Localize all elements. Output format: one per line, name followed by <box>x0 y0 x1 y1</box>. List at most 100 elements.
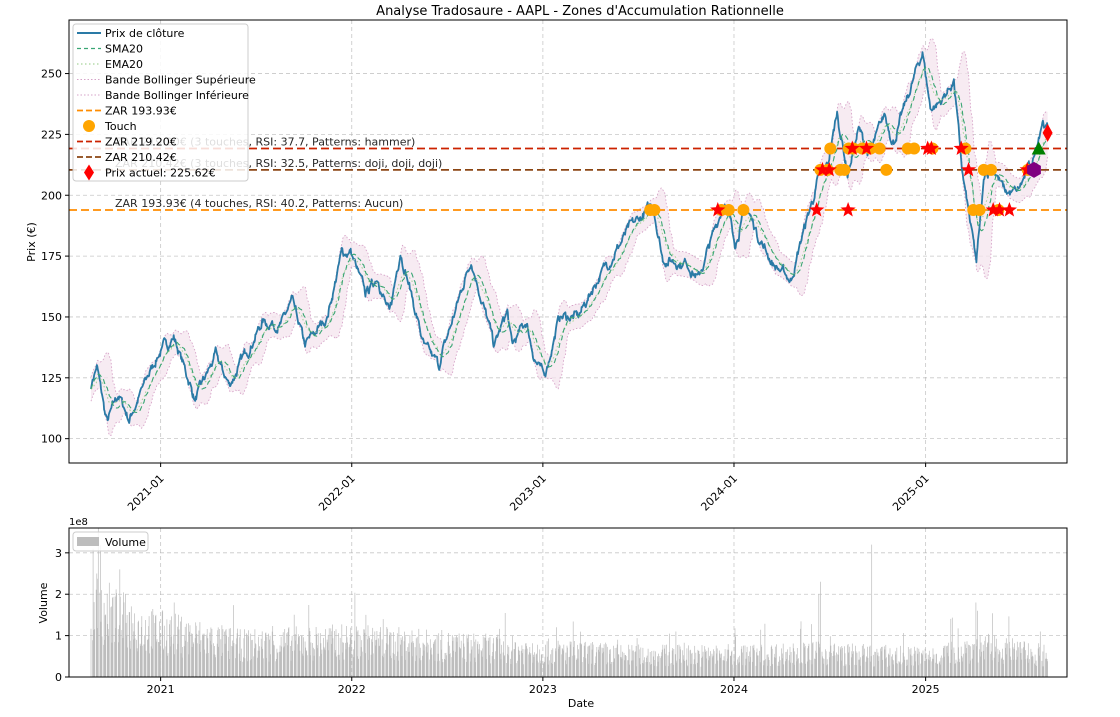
volume-y-ticks: 0 1 2 3 <box>55 547 69 684</box>
touch-marker <box>824 142 837 155</box>
signal-star-marker <box>814 161 831 177</box>
price-y-tick-label: 200 <box>41 189 62 202</box>
purple-hexagon-marker <box>1027 161 1041 178</box>
volume-y-tick-label: 2 <box>55 588 62 601</box>
volume-axes: 0 1 2 3 2021 2022 2023 2024 2025 1e8 Volume Dat… <box>37 517 1068 710</box>
price-legend-label: ZAR 210.42€ <box>105 151 177 164</box>
price-x-tick-label: 2025-01 <box>890 472 932 514</box>
bollinger-upper-line <box>90 38 1048 401</box>
touch-marker <box>908 142 921 155</box>
signal-star-marker <box>710 202 726 217</box>
price-legend-entry: Prix de clôture <box>77 27 185 40</box>
sma20-line <box>90 66 1049 414</box>
price-series <box>90 51 1049 424</box>
touch-marker <box>873 142 886 155</box>
close-price-line <box>90 51 1049 424</box>
volume-x-tick-label: 2025 <box>912 683 940 696</box>
volume-axes-frame <box>68 527 1068 678</box>
price-legend-entry: Bande Bollinger Inférieure <box>77 89 249 102</box>
touch-marker <box>985 163 998 176</box>
signal-star-marker <box>840 202 856 217</box>
volume-y-tick-label: 3 <box>55 547 62 560</box>
volume-x-tick-label: 2024 <box>720 683 748 696</box>
volume-y-tick-label: 0 <box>55 671 62 684</box>
volume-legend-label: Volume <box>105 536 146 549</box>
price-x-tick-label: 2024-01 <box>698 472 740 514</box>
chart-title: Analyse Tradosaure - AAPL - Zones d'Accu… <box>376 4 784 19</box>
price-legend-entry: Touch <box>83 120 137 133</box>
touch-marker <box>648 204 661 217</box>
price-x-tick-label: 2022-01 <box>316 472 358 514</box>
signal-star-marker <box>991 202 1008 217</box>
price-markers <box>644 123 1053 217</box>
volume-x-tick-label: 2022 <box>338 683 366 696</box>
price-legend-label: ZAR 219.20€ <box>105 136 177 149</box>
price-y-axis-label: Prix (€) <box>25 222 38 262</box>
price-y-tick-label: 150 <box>41 311 62 324</box>
price-y-tick-label: 225 <box>41 128 62 141</box>
price-legend-label: Touch <box>104 120 137 133</box>
current-price-marker <box>1042 123 1053 142</box>
price-legend-entry: EMA20 <box>77 58 143 71</box>
touch-marker <box>880 163 893 176</box>
price-legend-label: Bande Bollinger Supérieure <box>105 74 256 87</box>
volume-x-ticks: 2021 2022 2023 2024 2025 <box>147 677 940 696</box>
price-legend: Prix de clôture SMA20 EMA20 Bande Bollinger… <box>72 23 256 182</box>
price-axes: ZAR 193.93€ (4 touches, RSI: 40.2, Patte… <box>25 19 1068 514</box>
price-legend-entry: Bande Bollinger Supérieure <box>77 74 256 87</box>
price-legend-entry: ZAR 210.42€ <box>77 151 177 164</box>
price-y-tick-label: 250 <box>41 68 62 81</box>
zone-lines <box>69 147 1067 211</box>
price-y-tick-label: 100 <box>41 433 62 446</box>
signal-star-marker <box>961 161 977 177</box>
signal-star-marker <box>858 140 875 155</box>
signal-star-marker <box>809 202 825 217</box>
volume-bars-path <box>90 528 1048 677</box>
volume-y-tick-label: 1 <box>55 630 62 643</box>
volume-legend-swatch <box>77 537 99 546</box>
bollinger-lower-line <box>90 82 1049 436</box>
ema20-line <box>90 69 1049 412</box>
price-axes-frame <box>68 19 1068 464</box>
price-legend-label: Bande Bollinger Inférieure <box>105 89 249 102</box>
legend-handle <box>83 120 95 132</box>
price-legend-entry: ZAR 193.93€ <box>77 105 177 118</box>
price-x-tick-label: 2023-01 <box>507 472 549 514</box>
signal-star-marker <box>953 140 969 155</box>
volume-x-tick-label: 2021 <box>147 683 175 696</box>
touch-marker <box>838 163 851 176</box>
bollinger-bands <box>90 38 1049 436</box>
green-triangle-marker <box>1031 141 1046 155</box>
volume-y-axis-label: Volume <box>37 582 50 623</box>
touch-marker <box>973 204 986 217</box>
price-legend-box <box>72 23 249 182</box>
volume-legend: Volume <box>72 531 149 552</box>
volume-bars <box>90 528 1048 677</box>
price-y-ticks: 100 125 150 175 200 225 250 <box>41 68 69 446</box>
zone-annotation: ZAR 193.93€ (4 touches, RSI: 40.2, Patte… <box>115 197 403 210</box>
touch-marker <box>737 204 750 217</box>
price-y-tick-label: 175 <box>41 250 62 263</box>
price-legend-label: EMA20 <box>105 58 143 71</box>
volume-legend-box <box>72 531 149 552</box>
price-y-tick-label: 125 <box>41 372 62 385</box>
price-legend-label: Prix de clôture <box>105 27 185 40</box>
price-legend-label: SMA20 <box>105 43 143 56</box>
volume-x-axis-label: Date <box>568 697 595 710</box>
price-x-tick-label: 2021-01 <box>125 472 167 514</box>
signal-star-marker <box>1001 202 1017 217</box>
signal-star-marker <box>923 140 939 155</box>
volume-scale-label: 1e8 <box>69 517 88 528</box>
price-legend-label: ZAR 193.93€ <box>105 105 177 118</box>
signal-star-marker <box>985 202 1001 217</box>
price-legend-entry: ZAR 219.20€ <box>77 136 177 149</box>
signal-star-marker <box>844 140 860 155</box>
price-x-ticks: 2021-01 2022-01 2023-01 2024-01 2025-01 <box>125 463 932 514</box>
price-legend-entry: SMA20 <box>77 43 143 56</box>
touch-marker <box>722 204 735 217</box>
price-legend-label: Prix actuel: 225.62€ <box>105 167 216 180</box>
signal-star-marker <box>821 161 837 177</box>
volume-x-tick-label: 2023 <box>529 683 557 696</box>
legend-handle <box>84 164 94 181</box>
